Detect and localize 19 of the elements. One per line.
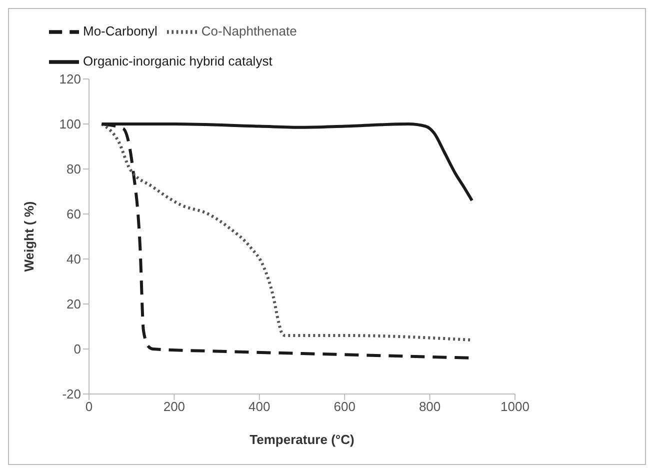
x-tick-label: 0 [85, 399, 93, 414]
y-tick-label: 40 [66, 252, 81, 267]
x-tick-label: 800 [418, 399, 441, 414]
legend-label: Co-Naphthenate [201, 23, 297, 38]
x-tick-label: 400 [248, 399, 270, 414]
y-tick-label: 120 [59, 72, 81, 87]
y-tick-label: 20 [66, 296, 81, 312]
legend-label: Mo-Carbonyl [83, 23, 158, 38]
x-tick-label: 600 [334, 399, 356, 414]
y-tick-label: -20 [62, 386, 81, 402]
y-tick-label: 60 [66, 206, 81, 222]
x-axis-title: Temperature (°C) [250, 432, 354, 447]
y-tick-label: 100 [59, 116, 81, 132]
y-tick-label: 80 [66, 162, 81, 177]
x-tick-label: 200 [163, 399, 186, 414]
y-tick-label: 0 [74, 342, 81, 357]
y-axis-title: Weight ( %) [22, 201, 37, 272]
legend-label: Organic-inorganic hybrid catalyst [83, 53, 272, 68]
x-tick-label: 1000 [500, 399, 530, 414]
